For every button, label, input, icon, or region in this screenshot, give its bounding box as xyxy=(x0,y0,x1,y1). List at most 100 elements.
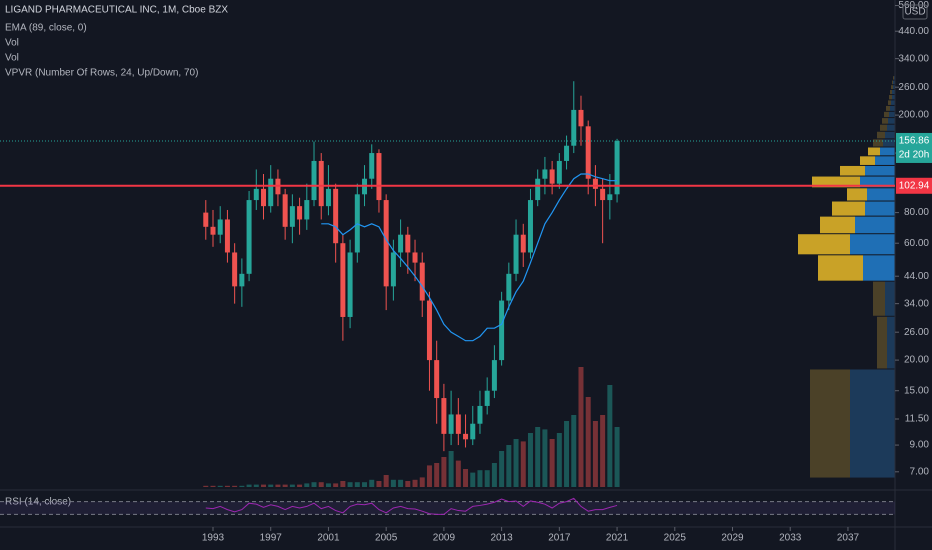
vpvr-up xyxy=(880,147,895,156)
candle-body xyxy=(484,390,490,406)
vpvr-down xyxy=(890,90,892,95)
vpvr-up xyxy=(875,156,895,165)
vpvr-up xyxy=(891,100,895,105)
volume-bar xyxy=(600,415,606,487)
vpvr-down xyxy=(889,95,892,100)
volume-bar xyxy=(333,483,339,487)
candle-body xyxy=(289,206,295,227)
candle-body xyxy=(246,200,252,274)
candle-body xyxy=(210,226,216,235)
vpvr-down xyxy=(877,316,887,369)
currency: USD xyxy=(904,7,925,18)
candle-body xyxy=(455,414,461,434)
vpvr-down xyxy=(812,176,860,188)
volume-bar xyxy=(376,481,382,487)
volume-bar xyxy=(354,482,360,487)
y-tick-label: 440.00 xyxy=(898,26,929,37)
candle-body xyxy=(592,178,598,189)
candle-body xyxy=(347,252,353,317)
vpvr-up xyxy=(850,369,895,478)
y-tick-label: 9.00 xyxy=(910,440,930,451)
volume-bar xyxy=(419,477,425,487)
indicator-label: VPVR (Number Of Rows, 24, Up/Down, 70) xyxy=(5,68,198,79)
volume-bar xyxy=(398,479,404,487)
vpvr-down xyxy=(847,188,867,201)
candle-body xyxy=(340,243,346,317)
vpvr-up xyxy=(887,124,895,131)
volume-bar xyxy=(441,457,447,487)
chart-title: LIGAND PHARMACEUTICAL INC, 1M, Cboe BZX xyxy=(5,5,228,16)
candle-body xyxy=(383,200,389,287)
volume-bar xyxy=(571,415,577,487)
vpvr-down xyxy=(810,369,850,478)
volume-bar xyxy=(325,483,331,487)
volume-bar xyxy=(224,485,230,487)
x-tick-label: 1997 xyxy=(260,533,283,544)
volume-bar xyxy=(455,460,461,487)
indicator-label: Vol xyxy=(5,38,19,49)
candle-body xyxy=(578,109,584,127)
vpvr-down xyxy=(873,281,885,316)
candle-body xyxy=(585,126,591,179)
rsi-label: RSI (14, close) xyxy=(5,497,71,508)
vpvr-down xyxy=(860,156,875,165)
candle-body xyxy=(412,252,418,263)
vpvr-up xyxy=(855,216,895,234)
candle-body xyxy=(571,109,577,146)
y-tick-label: 11.50 xyxy=(905,414,930,425)
indicator-label: Vol xyxy=(5,53,19,64)
x-tick-label: 2009 xyxy=(433,533,456,544)
rsi-line xyxy=(205,497,618,515)
volume-bar xyxy=(491,463,497,487)
candle-body xyxy=(268,178,274,207)
volume-bar xyxy=(470,472,476,487)
candle-body xyxy=(261,188,267,207)
volume-bar xyxy=(232,485,238,487)
volume-bar xyxy=(275,484,281,487)
volume-bar xyxy=(556,433,562,487)
vpvr-up xyxy=(865,201,895,216)
volume-bar xyxy=(405,481,411,487)
candle-body xyxy=(491,360,497,391)
x-tick-label: 1993 xyxy=(202,533,225,544)
volume-bar xyxy=(289,484,295,487)
volume-bar xyxy=(383,475,389,487)
candle-body xyxy=(520,234,526,253)
plot xyxy=(203,76,895,487)
vpvr-up xyxy=(850,234,895,255)
candle-body xyxy=(333,188,339,244)
volume-bar xyxy=(477,470,483,487)
volume-bar xyxy=(607,385,613,487)
volume-bar xyxy=(542,429,548,487)
vpvr-down xyxy=(840,165,865,176)
candle-body xyxy=(527,200,533,253)
volume-bar xyxy=(585,397,591,487)
y-tick-label: 340.00 xyxy=(898,53,929,64)
price-tag xyxy=(896,177,932,194)
volume-bar xyxy=(210,485,216,487)
vpvr-down xyxy=(886,105,890,111)
candle-body xyxy=(448,414,454,434)
candle-body xyxy=(203,212,209,227)
candle-body xyxy=(405,234,411,253)
vpvr-down xyxy=(882,118,888,124)
price-tag-label: 156.86 xyxy=(899,136,930,147)
candle-body xyxy=(499,300,505,361)
vpvr-up xyxy=(892,95,895,100)
vpvr-up xyxy=(893,85,895,90)
price-tag-label: 102.94 xyxy=(899,180,930,191)
candle-body xyxy=(224,219,230,253)
volume-bar xyxy=(304,483,310,487)
vpvr-up xyxy=(867,188,895,201)
candle-body xyxy=(470,423,476,440)
volume-bar xyxy=(369,479,375,487)
candle-body xyxy=(282,194,288,227)
vpvr-down xyxy=(877,131,885,139)
candle-body xyxy=(549,169,555,184)
volume-bar xyxy=(520,441,526,487)
volume-bar xyxy=(268,484,274,487)
candle-body xyxy=(535,178,541,201)
vpvr-up xyxy=(890,105,895,111)
volume-bar xyxy=(282,484,288,487)
